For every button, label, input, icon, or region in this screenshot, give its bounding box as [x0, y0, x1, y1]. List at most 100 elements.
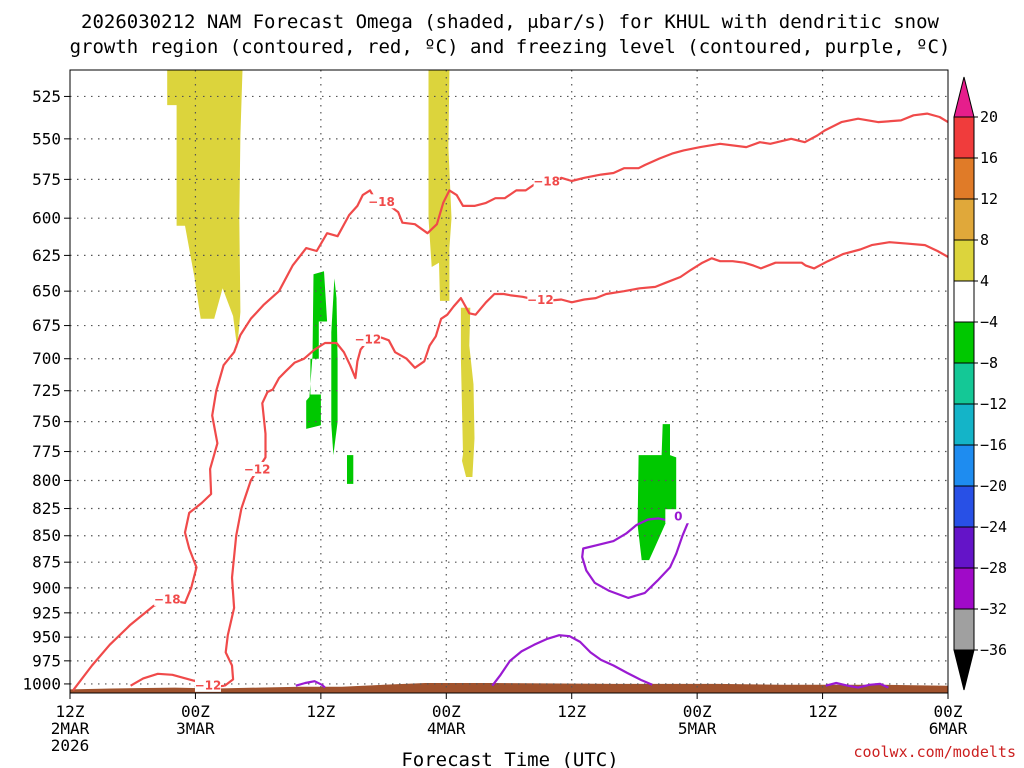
freezing-level-closed-label-bg-0	[665, 509, 692, 524]
x-tick-label-84-0: 00Z	[934, 702, 963, 721]
colorbar-band--12--8	[953, 362, 975, 405]
dgz-minus-18-label-0: −18	[154, 592, 181, 606]
colorbar-band-16-20	[953, 116, 975, 159]
x-axis-label: Forecast Time (UTC)	[401, 749, 618, 768]
x-tick-label-84-1: 6MAR	[929, 719, 968, 738]
x-tick-label-0-0: 12Z	[56, 702, 85, 721]
x-tick-label-72-0: 12Z	[808, 702, 837, 721]
omega-neg-4	[637, 424, 677, 561]
dgz-minus-12-upper-label-2: −12	[527, 293, 554, 307]
y-tick-label-925: 925	[32, 603, 61, 622]
freezing-level-hump	[491, 634, 653, 687]
colorbar-label--8: −8	[980, 354, 998, 372]
omega-neg-3	[347, 455, 354, 484]
y-tick-label-600: 600	[32, 209, 61, 228]
y-tick-label-850: 850	[32, 526, 61, 545]
contour-layer	[72, 112, 949, 691]
x-tick-label-12-1: 3MAR	[176, 719, 215, 738]
colorbar-bottom-arrow	[953, 649, 975, 691]
colorbar-label--4: −4	[980, 313, 998, 331]
x-tick-label-24-0: 12Z	[306, 702, 335, 721]
y-tick-label-675: 675	[32, 316, 61, 335]
colorbar-label--36: −36	[980, 641, 1007, 659]
dgz-minus-12-lower-label-0: −12	[195, 678, 222, 692]
x-tick-label-0-1: 2MAR	[51, 719, 90, 738]
colorbar-label--12: −12	[980, 395, 1007, 413]
x-tick-label-12-0: 00Z	[181, 702, 210, 721]
y-tick-label-825: 825	[32, 499, 61, 518]
y-tick-label-750: 750	[32, 412, 61, 431]
x-tick-label-48-0: 12Z	[557, 702, 586, 721]
omega-pos-1	[167, 70, 243, 349]
dgz-minus-12-upper-label-bg-1	[354, 331, 381, 346]
x-tick-label-60-0: 00Z	[683, 702, 712, 721]
omega-neg-2	[331, 278, 338, 456]
dgz-minus-18-label-2: −18	[533, 174, 560, 188]
terrain-layer	[70, 683, 948, 693]
x-tick-label-36-0: 00Z	[432, 702, 461, 721]
x-tick-label-60-1: 5MAR	[678, 719, 717, 738]
y-tick-label-575: 575	[32, 170, 61, 189]
dgz-minus-18	[72, 112, 949, 691]
omega-neg-1	[306, 271, 328, 429]
y-tick-label-775: 775	[32, 442, 61, 461]
plot-frame	[69, 69, 949, 694]
y-tick-label-700: 700	[32, 349, 61, 368]
y-tick-label-625: 625	[32, 246, 61, 265]
colorbar-label-8: 8	[980, 231, 989, 249]
colorbar-band--16--12	[953, 403, 975, 446]
dgz-minus-18-label-bg-2	[533, 173, 560, 188]
colorbar-label-20: 20	[980, 108, 998, 126]
dgz-minus-18-label-bg-0	[154, 591, 181, 606]
colorbar-label--24: −24	[980, 518, 1007, 536]
freezing-level-closed	[581, 513, 690, 600]
dgz-minus-12-upper-label-bg-0	[244, 462, 271, 477]
colorbar-label-12: 12	[980, 190, 998, 208]
freezing-level-small-1	[295, 680, 326, 689]
colorbar-band--32--28	[953, 567, 975, 610]
dgz-minus-18-label-1: −18	[368, 195, 395, 209]
dgz-minus-12-upper	[224, 241, 949, 687]
y-tick-label-950: 950	[32, 628, 61, 647]
dgz-minus-18-label-bg-1	[368, 194, 395, 209]
colorbar-label--16: −16	[980, 436, 1007, 454]
colorbar-label--32: −32	[980, 600, 1007, 618]
colorbar-band-8-12	[953, 198, 975, 241]
y-tick-label-800: 800	[32, 471, 61, 490]
y-tick-label-900: 900	[32, 578, 61, 597]
colorbar-label--28: −28	[980, 559, 1007, 577]
y-tick-label-550: 550	[32, 129, 61, 148]
chart-title-line-2: growth region (contoured, red, ºC) and f…	[70, 36, 951, 58]
y-axis: 525 550 575 600 625 650 675 700 725 750 775 800 825 8…	[22, 87, 70, 693]
contour-label-layer: −18 −18 −18 −12 −12 −12 −12 0	[154, 173, 692, 692]
terrain-area	[70, 683, 948, 693]
colorbar-band-12-16	[953, 157, 975, 200]
colorbar-label-16: 16	[980, 149, 998, 167]
dgz-minus-12-upper-label-0: −12	[244, 463, 271, 477]
y-tick-label-1000: 1000	[22, 674, 61, 693]
grid-layer	[70, 70, 948, 693]
colorbar-top-arrow	[953, 76, 975, 118]
credit-text: coolwx.com/modelts	[853, 743, 1016, 761]
colorbar: 20 16 12 8 4 −4 −8 −12 −16 −20 −24 −28 −32 −36	[953, 76, 1007, 691]
y-tick-label-975: 975	[32, 651, 61, 670]
omega-pos-2	[428, 70, 452, 301]
colorbar-band--28--24	[953, 526, 975, 569]
colorbar-band--8--4	[953, 321, 975, 364]
dgz-minus-12-upper-label-1: −12	[355, 332, 382, 346]
colorbar-band--36--32	[953, 608, 975, 651]
x-tick-label-0-2: 2026	[51, 736, 90, 755]
colorbar-label--20: −20	[980, 477, 1007, 495]
y-tick-label-875: 875	[32, 553, 61, 572]
dgz-minus-12-lower-label-bg-0	[194, 677, 221, 692]
colorbar-band--4-4	[953, 280, 975, 323]
x-tick-label-36-1: 4MAR	[427, 719, 466, 738]
chart-title-line-1: 2026030212 NAM Forecast Omega (shaded, μ…	[81, 11, 939, 33]
freezing-level-closed-label-0: 0	[674, 510, 682, 524]
colorbar-band-4-8	[953, 239, 975, 282]
colorbar-band--24--20	[953, 485, 975, 528]
colorbar-label-4: 4	[980, 272, 989, 290]
y-tick-label-725: 725	[32, 381, 61, 400]
